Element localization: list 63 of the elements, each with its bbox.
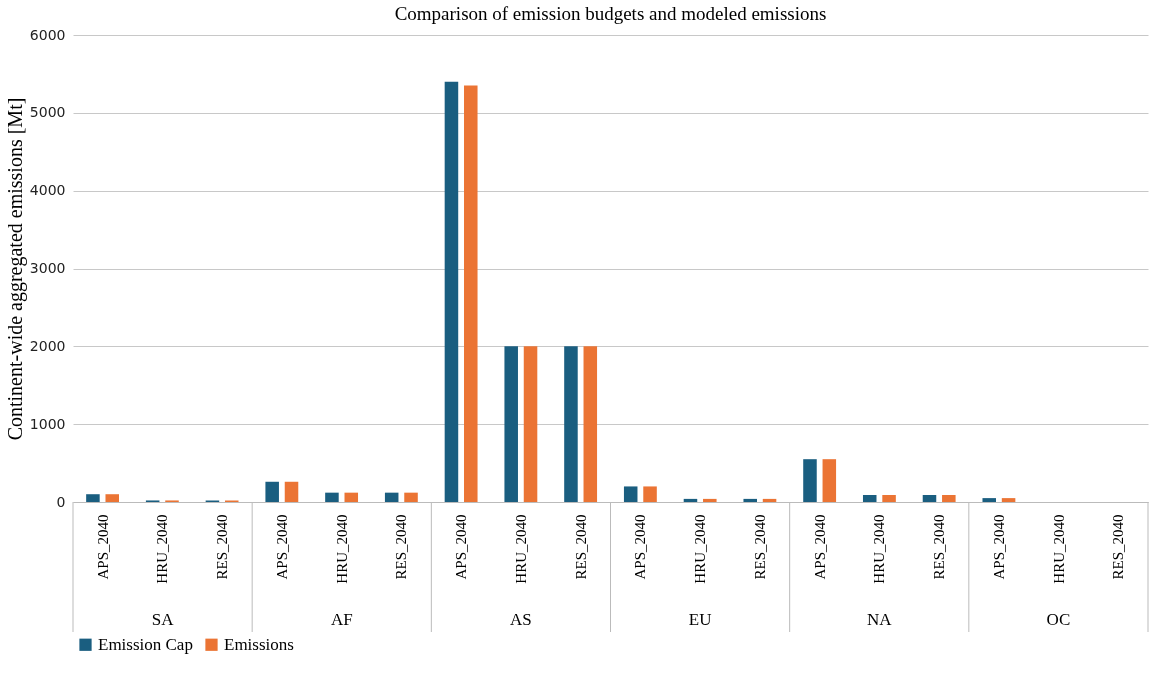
- bar: [105, 494, 120, 502]
- bar: [504, 346, 518, 502]
- x-tick-label: APS_2040: [632, 514, 649, 580]
- bar: [444, 81, 459, 502]
- bar: [464, 85, 478, 502]
- bar: [643, 486, 657, 502]
- bar: [1001, 498, 1016, 502]
- x-tick-label: APS_2040: [453, 514, 470, 580]
- bar: [982, 498, 997, 502]
- bar: [882, 495, 896, 502]
- text: NA: [866, 610, 893, 629]
- bar: [703, 498, 717, 502]
- x-tick-label: HRU_2040: [333, 514, 350, 584]
- bar: [862, 495, 877, 502]
- bar: [344, 492, 359, 502]
- y-tick-label: 3000: [29, 260, 66, 276]
- chart-title: Comparison of emission budgets and modeled emissions: [394, 3, 827, 24]
- x-tick-label: RES_2040: [751, 514, 768, 580]
- bar: [822, 459, 837, 502]
- bar: [265, 481, 279, 502]
- x-tick-label: HRU_2040: [154, 514, 171, 584]
- x-tick-label: APS_2040: [94, 514, 111, 580]
- y-axis-title: Continent-wide aggregated emissions [Mt]: [3, 97, 27, 441]
- bar: [384, 492, 399, 502]
- y-tick-label: 1000: [29, 415, 66, 432]
- bar: [743, 498, 757, 502]
- text: AS: [510, 610, 532, 629]
- y-tick-label: 0: [56, 493, 66, 510]
- bar: [325, 492, 339, 502]
- x-tick-label: RES_2040: [1110, 514, 1127, 580]
- x-tick-label: RES_2040: [393, 514, 410, 580]
- bar: [404, 492, 418, 502]
- x-tick-label: RES_2040: [931, 514, 948, 580]
- bar: [284, 481, 299, 502]
- x-tick-label: HRU_2040: [692, 514, 709, 584]
- x-tick-label: HRU_2040: [1050, 514, 1067, 584]
- y-tick-label: 5000: [29, 104, 66, 121]
- bar: [583, 346, 598, 502]
- bar: [762, 498, 777, 502]
- x-tick-label: HRU_2040: [512, 514, 529, 584]
- text: OC: [1046, 610, 1071, 629]
- text: SA: [151, 610, 175, 629]
- x-tick-label: RES_2040: [572, 514, 589, 580]
- bar: [922, 495, 937, 502]
- bar: [803, 459, 817, 502]
- y-tick-label: 2000: [29, 337, 66, 354]
- x-tick-label: RES_2040: [214, 514, 231, 580]
- bar: [683, 498, 698, 502]
- x-tick-label: HRU_2040: [871, 514, 888, 584]
- bar: [523, 346, 538, 502]
- y-tick-label: 6000: [29, 26, 66, 43]
- text: AF: [330, 610, 353, 629]
- x-tick-label: APS_2040: [273, 514, 290, 580]
- x-tick-label: APS_2040: [990, 514, 1007, 580]
- bar: [623, 486, 638, 502]
- legend-label: Emission Cap: [98, 634, 193, 654]
- x-tick-label: APS_2040: [811, 514, 828, 580]
- bar: [564, 346, 578, 502]
- text: EU: [688, 610, 712, 629]
- legend-label: Emissions: [224, 634, 294, 654]
- y-tick-label: 4000: [29, 182, 66, 199]
- bar: [942, 495, 956, 502]
- bar: [86, 494, 100, 502]
